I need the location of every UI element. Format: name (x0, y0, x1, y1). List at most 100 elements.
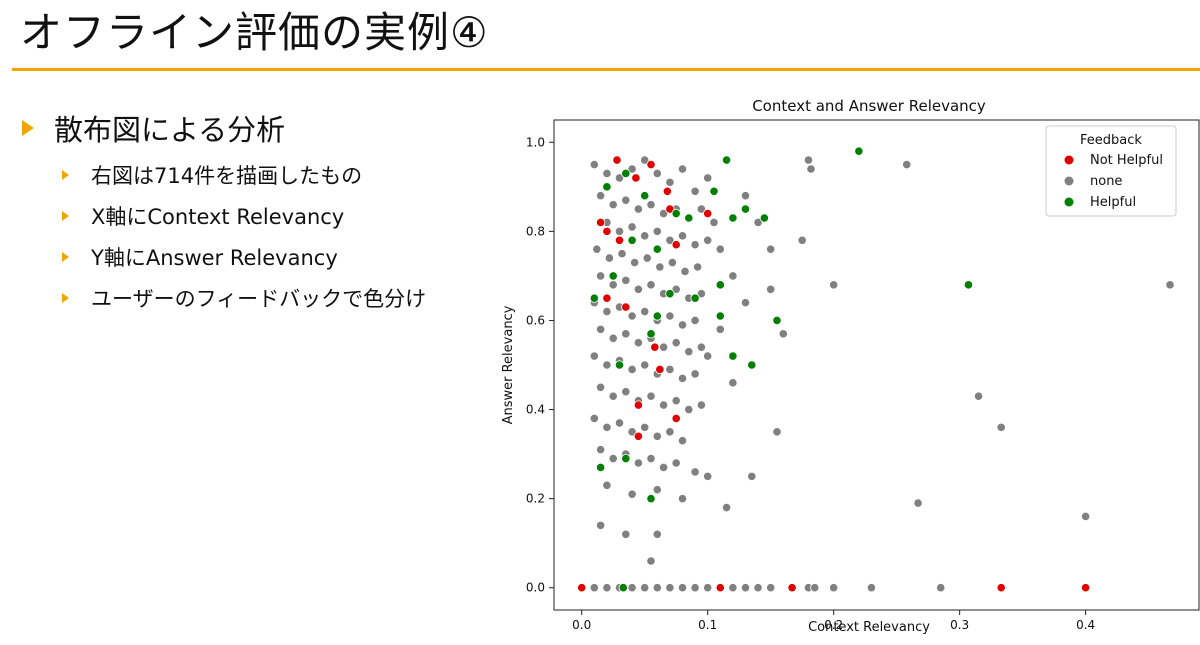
scatter-point-helpful (621, 168, 631, 179)
scatter-point-none (690, 315, 700, 326)
scatter-point-none (646, 280, 656, 290)
y-tick-label: 0.0 (526, 581, 545, 595)
scatter-point-none (658, 462, 669, 473)
bullet-main-text: 散布図による分析 (54, 113, 286, 147)
scatter-point-none (829, 583, 839, 593)
scatter-point-none (630, 257, 640, 268)
scatter-point-helpful (640, 191, 650, 201)
bullet-main: 散布図による分析 (22, 108, 492, 148)
scatter-point-none (596, 271, 606, 281)
scatter-point-none (772, 427, 782, 437)
scatter-point-none (589, 413, 599, 424)
scatter-point-not-helpful (596, 217, 606, 228)
scatter-point-not-helpful (621, 302, 631, 312)
scatter-point-none (677, 373, 688, 383)
scatter-point-none (640, 231, 650, 241)
scatter-point-none (652, 583, 662, 593)
scatter-point-none (684, 404, 694, 415)
scatter-point-none (652, 529, 662, 539)
chart-title: Context and Answer Relevancy (752, 97, 986, 115)
sub-bullet: X軸にContext Relevancy (62, 195, 492, 236)
scatter-chart: Context and Answer Relevancy 0.0 0.1 0.2 0.… (496, 90, 1200, 641)
scatter-point-none (633, 204, 644, 214)
scatter-point-none (703, 235, 713, 245)
sub-bullet-text: ユーザーのフィードバックで色分け (91, 286, 427, 311)
x-tick-label: 0.3 (950, 618, 969, 632)
scatter-point-none (602, 306, 612, 317)
scatter-point-not-helpful (703, 208, 713, 219)
scatter-point-helpful (627, 235, 637, 245)
scatter-point-none (747, 471, 757, 481)
scatter-point-helpful (589, 293, 599, 303)
scatter-point-none (627, 222, 637, 232)
bullet-list: 散布図による分析 右図は714件を描画したもの X軸にContext Relev… (22, 108, 492, 318)
scatter-point-none (715, 244, 725, 254)
scatter-point-not-helpful (662, 186, 672, 196)
scatter-point-not-helpful (787, 583, 797, 593)
scatter-point-helpful (608, 271, 618, 281)
scatter-point-none (652, 226, 662, 236)
scatter-point-none (740, 191, 751, 201)
scatter-point-none (646, 556, 656, 566)
y-tick-label: 0.4 (526, 403, 545, 417)
scatter-point-none (667, 257, 678, 268)
scatter-point-none (640, 155, 650, 165)
scatter-point-none (602, 480, 612, 490)
scatter-point-none (696, 342, 706, 352)
sub-bullet-list: 右図は714件を描画したもの X軸にContext Relevancy Y軸にA… (22, 154, 492, 318)
scatter-point-none (671, 284, 681, 294)
scatter-point-none (996, 422, 1006, 432)
scatter-point-helpful (621, 453, 631, 464)
scatter-point-none (1165, 280, 1175, 290)
scatter-point-not-helpful (646, 159, 656, 170)
scatter-point-none (913, 498, 923, 508)
x-tick-label: 0.4 (1076, 618, 1095, 632)
scatter-point-none (633, 284, 644, 294)
scatter-point-not-helpful (633, 400, 644, 410)
scatter-point-none (677, 231, 688, 241)
scatter-point-none (665, 311, 675, 321)
scatter-point-not-helpful (631, 173, 641, 183)
plot-frame (553, 119, 1200, 611)
scatter-point-none (665, 364, 675, 375)
sub-bullet-triangle-icon (62, 292, 69, 303)
scatter-point-none (658, 208, 669, 219)
scatter-point-none (753, 217, 763, 228)
scatter-point-none (608, 391, 618, 401)
sub-bullet: Y軸にAnswer Relevancy (62, 236, 492, 277)
scatter-point-none (633, 458, 644, 468)
x-tick-label: 0.2 (824, 618, 843, 632)
scatter-point-none (652, 168, 662, 179)
scatter-point-none (640, 360, 650, 370)
scatter-point-none (608, 280, 618, 290)
scatter-point-none (602, 168, 612, 179)
scatter-point-helpful (759, 213, 769, 223)
scatter-point-helpful (652, 311, 662, 321)
scatter-point-none (677, 164, 688, 174)
scatter-point-none (693, 262, 703, 272)
scatter-point-none (766, 583, 776, 593)
scatter-point-none (671, 338, 681, 348)
scatter-point-none (665, 427, 675, 437)
scatter-point-none (633, 338, 644, 348)
legend-label-none: none (1090, 174, 1122, 189)
scatter-point-none (646, 453, 656, 464)
scatter-point-none (589, 159, 599, 170)
scatter-point-not-helpful (655, 364, 665, 375)
scatter-point-none (608, 453, 618, 464)
scatter-point-helpful (690, 293, 700, 303)
points-layer (577, 146, 1175, 593)
scatter-point-none (902, 159, 912, 170)
scatter-point-none (680, 266, 690, 277)
scatter-point-helpful (709, 186, 719, 196)
sub-bullet-text: X軸にContext Relevancy (91, 204, 345, 229)
scatter-point-none (728, 583, 738, 593)
legend-marker-helpful (1064, 197, 1074, 207)
scatter-point-none (665, 177, 675, 187)
scatter-point-none (797, 235, 807, 245)
scatter-point-none (677, 583, 688, 593)
scatter-point-none (715, 324, 725, 334)
slide-title: オフライン評価の実例④ (20, 8, 489, 57)
scatter-point-none (677, 494, 688, 504)
scatter-point-not-helpful (602, 293, 612, 303)
